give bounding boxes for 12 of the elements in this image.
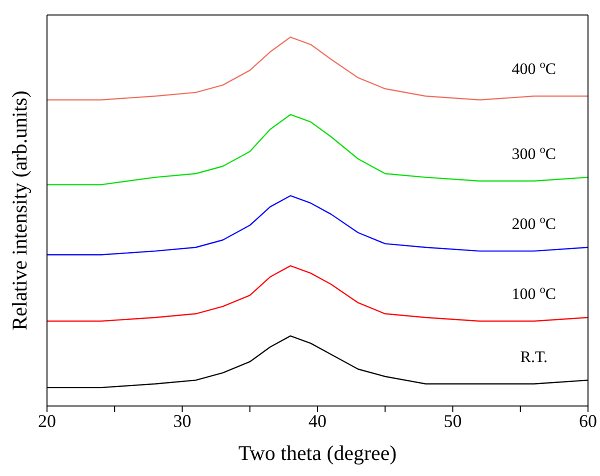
series-label: 300 $^{o}$C	[512, 144, 556, 163]
x-tick-label: 60	[579, 410, 597, 431]
x-tick-label: 50	[444, 410, 462, 431]
series-label: R.T.	[520, 348, 548, 366]
series-label: 100 $^{o}$C	[512, 284, 556, 304]
x-tick-label: 20	[38, 410, 56, 431]
series-label: 400 $^{o}$C	[512, 59, 556, 78]
x-tick-label: 40	[308, 410, 326, 431]
series-label: 200 $^{o}$C	[512, 214, 556, 234]
x-axis-title: Two theta (degree)	[238, 441, 397, 465]
y-axis-title: Relative intensity (arb.units)	[7, 90, 32, 330]
x-tick-label: 30	[173, 410, 192, 431]
